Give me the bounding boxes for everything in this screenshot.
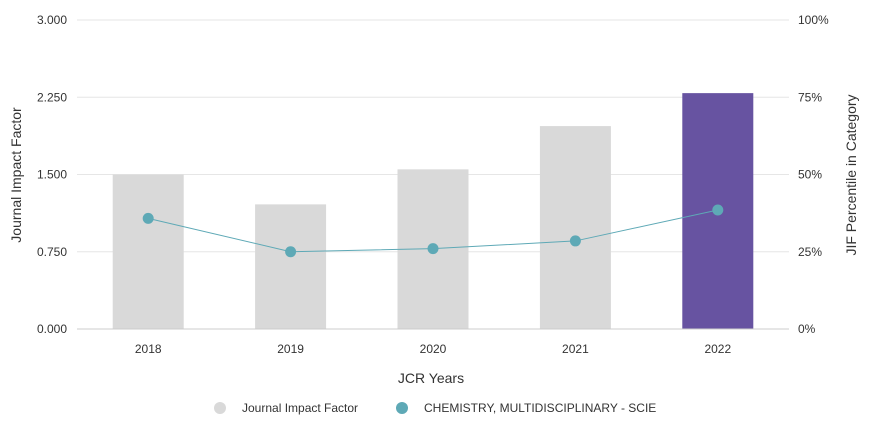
- y2-tick-label: 100%: [798, 13, 829, 27]
- point-percentile-2022[interactable]: [712, 204, 724, 216]
- legend: Journal Impact Factor CHEMISTRY, MULTIDI…: [214, 401, 656, 415]
- x-tick-label: 2019: [277, 342, 304, 356]
- y-tick-label: 0.000: [37, 322, 67, 336]
- y-tick-label: 2.250: [37, 90, 67, 104]
- legend-label-jif: Journal Impact Factor: [242, 401, 358, 415]
- y2-tick-label: 50%: [798, 168, 822, 182]
- y-tick-label: 3.000: [37, 13, 67, 27]
- y-axis-title: Journal Impact Factor: [8, 107, 24, 243]
- y-tick-label: 0.750: [37, 245, 67, 259]
- y2-tick-label: 25%: [798, 245, 822, 259]
- point-percentile-2020[interactable]: [427, 243, 439, 255]
- point-percentile-2019[interactable]: [285, 246, 297, 258]
- point-percentile-2018[interactable]: [142, 212, 154, 224]
- y2-axis-title: JIF Percentile in Category: [843, 94, 859, 255]
- x-tick-label: 2018: [135, 342, 162, 356]
- x-axis-title: JCR Years: [398, 370, 464, 386]
- x-tick-label: 2020: [420, 342, 447, 356]
- legend-item-percentile[interactable]: CHEMISTRY, MULTIDISCIPLINARY - SCIE: [396, 401, 656, 415]
- legend-label-percentile: CHEMISTRY, MULTIDISCIPLINARY - SCIE: [424, 401, 656, 415]
- line-layer: [142, 204, 724, 258]
- bar-layer: [112, 93, 754, 330]
- y2-tick-label: 75%: [798, 90, 822, 104]
- bar-jif-2021[interactable]: [539, 126, 611, 329]
- y2-tick-label: 0%: [798, 322, 816, 336]
- y-tick-label: 1.500: [37, 168, 67, 182]
- bar-jif-2019[interactable]: [255, 204, 327, 329]
- legend-marker-jif: [214, 402, 226, 414]
- point-percentile-2021[interactable]: [569, 235, 581, 247]
- legend-marker-percentile: [396, 402, 408, 414]
- bar-jif-2018[interactable]: [112, 174, 184, 330]
- axis-layer: 0.000 0.750 1.500 2.250 3.000 0% 25% 50% 75% 100%…: [37, 13, 829, 356]
- legend-item-jif[interactable]: Journal Impact Factor: [214, 401, 358, 415]
- x-tick-label: 2021: [562, 342, 589, 356]
- x-tick-label: 2022: [704, 342, 731, 356]
